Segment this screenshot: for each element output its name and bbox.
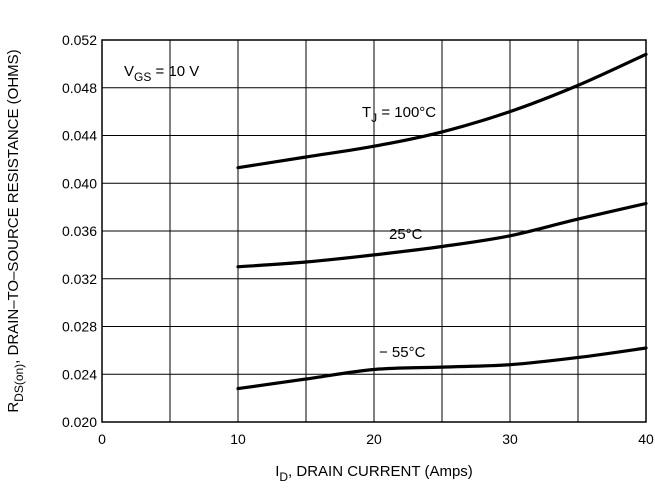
x-axis-title: ID, DRAIN CURRENT (Amps): [275, 463, 473, 484]
y-tick-label: 0.044: [62, 128, 97, 144]
series-line-minus55c: [236, 346, 648, 391]
grid: [101, 39, 647, 423]
series: [236, 52, 648, 391]
y-tick-label: 0.048: [62, 80, 97, 96]
x-tick-label: 30: [502, 431, 518, 447]
plot-frame: [101, 39, 647, 423]
y-tick-label: 0.024: [62, 366, 97, 382]
y-tick-label: 0.020: [62, 414, 97, 430]
tick-labels: 0.020 0.024 0.028 0.032 0.036 0.040 0.044 0.048…: [62, 32, 654, 447]
x-tick-label: 10: [230, 431, 246, 447]
y-tick-label: 0.032: [62, 271, 97, 287]
series-line-25c: [236, 201, 648, 269]
x-tick-label: 0: [98, 431, 106, 447]
series-line-100c: [236, 52, 648, 170]
y-tick-label: 0.052: [62, 32, 97, 48]
y-tick-label: 0.040: [62, 175, 97, 191]
x-tick-label: 40: [638, 431, 654, 447]
y-tick-label: 0.036: [62, 223, 97, 239]
vgs-annotation: VGS = 10 V: [124, 63, 199, 84]
y-tick-label: 0.028: [62, 319, 97, 335]
series-label-25c: 25°C: [389, 226, 423, 243]
x-tick-label: 20: [366, 431, 382, 447]
series-label-100c: TJ = 100°C: [362, 104, 436, 125]
y-axis-title: RDS(on), DRAIN–TO–SOURCE RESISTANCE (OHM…: [5, 49, 26, 412]
series-label-minus55c: − 55°C: [379, 344, 426, 361]
